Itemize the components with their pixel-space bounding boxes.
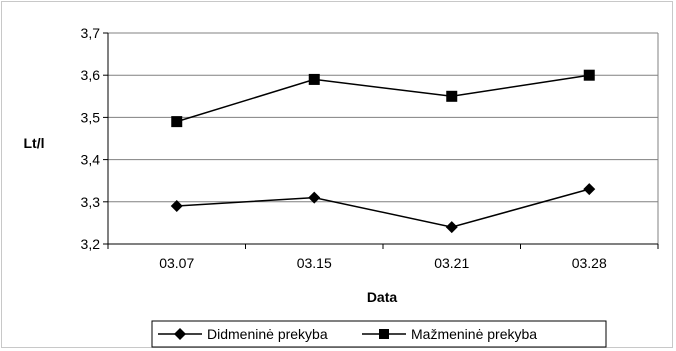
legend-label-mazmenine: Mažmeninė prekyba (411, 326, 537, 342)
series-line-didmenine (176, 188, 590, 228)
x-axis-label: Data (367, 289, 398, 305)
data-point-square (583, 69, 595, 81)
x-tick-label: 03.07 (159, 255, 194, 271)
legend-square-marker (379, 329, 389, 339)
data-point-diamond (170, 200, 183, 213)
data-point-diamond (308, 191, 321, 204)
axes: 3,2 3,3 3,4 3,5 3,6 3,7 03.07 03.15 03.21 03.28 (81, 25, 659, 271)
data-point-square (171, 116, 183, 128)
y-tick-label: 3,5 (81, 109, 101, 125)
y-tick-label: 3,4 (81, 152, 101, 168)
grid (108, 32, 658, 203)
legend: Didmeninė prekyba Mažmeninė prekyba (151, 320, 607, 348)
series (170, 69, 596, 234)
data-point-diamond (583, 183, 596, 196)
y-tick-label: 3,2 (81, 236, 101, 252)
legend-label-didmenine: Didmeninė prekyba (207, 326, 328, 342)
x-tick-label: 03.28 (572, 255, 607, 271)
y-tick-label: 3,6 (81, 67, 101, 83)
legend-diamond-marker (174, 328, 186, 340)
data-point-square (308, 73, 320, 85)
x-tick-label: 03.21 (434, 255, 469, 271)
y-tick-label: 3,3 (81, 194, 101, 210)
x-tick-label: 03.15 (297, 255, 332, 271)
y-tick-label: 3,7 (81, 25, 101, 41)
series-line-mazmenine (176, 74, 590, 123)
data-point-square (446, 90, 458, 102)
data-point-diamond (445, 221, 458, 234)
y-axis-label: Lt/l (24, 135, 45, 151)
